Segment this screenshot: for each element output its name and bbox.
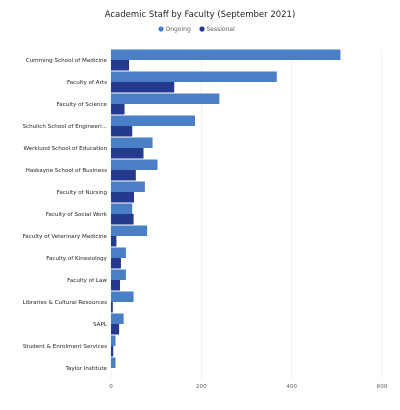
category-label: Faculty of Nursing bbox=[57, 190, 108, 196]
category-label: Taylor Institute bbox=[64, 366, 107, 372]
category-label: Faculty of Kinesiology bbox=[46, 256, 107, 262]
bar-ongoing[interactable] bbox=[111, 269, 126, 281]
bar-sessional[interactable] bbox=[111, 126, 133, 137]
category-label: Faculty of Science bbox=[57, 102, 108, 108]
bar-ongoing[interactable] bbox=[111, 49, 341, 61]
bar-ongoing[interactable] bbox=[111, 313, 124, 325]
bar-sessional[interactable] bbox=[111, 148, 144, 159]
category-label: SAPL bbox=[93, 322, 108, 328]
x-axis-ticks: 0 200 400 600 bbox=[109, 384, 388, 390]
bar-sessional[interactable] bbox=[111, 104, 125, 115]
chart-title: Academic Staff by Faculty (September 202… bbox=[105, 10, 296, 20]
category-label: Schulich School of Engineeri... bbox=[22, 124, 107, 130]
bar-sessional[interactable] bbox=[111, 236, 117, 247]
bar-ongoing[interactable] bbox=[111, 357, 116, 369]
bar-ongoing[interactable] bbox=[111, 71, 277, 83]
bar-ongoing[interactable] bbox=[111, 137, 153, 149]
bar-ongoing[interactable] bbox=[111, 291, 134, 303]
legend-label-sessional: Sessional bbox=[207, 26, 236, 33]
category-labels: Cumming School of Medicine Faculty of Art… bbox=[22, 58, 107, 372]
legend: Ongoing Sessional bbox=[158, 26, 235, 33]
bars bbox=[111, 49, 341, 369]
bar-sessional[interactable] bbox=[111, 302, 113, 313]
bar-ongoing[interactable] bbox=[111, 115, 196, 127]
bar-sessional[interactable] bbox=[111, 60, 130, 71]
category-label: Faculty of Social Work bbox=[46, 212, 108, 218]
bar-ongoing[interactable] bbox=[111, 225, 148, 237]
category-label: Haskayne School of Business bbox=[26, 168, 107, 174]
bar-ongoing[interactable] bbox=[111, 159, 158, 171]
legend-label-ongoing: Ongoing bbox=[166, 26, 191, 33]
bar-sessional[interactable] bbox=[111, 258, 121, 269]
x-tick-label: 0 bbox=[109, 384, 113, 390]
category-label: Faculty of Law bbox=[67, 278, 107, 284]
bar-sessional[interactable] bbox=[111, 346, 114, 357]
bar-ongoing[interactable] bbox=[111, 335, 116, 347]
category-label: Werklund School of Education bbox=[23, 146, 107, 152]
bar-sessional[interactable] bbox=[111, 170, 136, 181]
bar-ongoing[interactable] bbox=[111, 93, 220, 105]
x-tick-label: 400 bbox=[286, 384, 297, 390]
bar-sessional[interactable] bbox=[111, 280, 121, 291]
bar-sessional[interactable] bbox=[111, 214, 134, 225]
bar-sessional[interactable] bbox=[111, 192, 135, 203]
legend-marker-sessional bbox=[199, 26, 205, 32]
category-label: Student & Enrolment Services bbox=[23, 344, 107, 350]
bar-sessional[interactable] bbox=[111, 324, 120, 335]
category-label: Cumming School of Medicine bbox=[26, 58, 108, 64]
bar-sessional[interactable] bbox=[111, 82, 175, 93]
x-tick-label: 200 bbox=[196, 384, 207, 390]
bar-ongoing[interactable] bbox=[111, 181, 145, 193]
category-label: Faculty of Arts bbox=[67, 80, 107, 86]
bar-ongoing[interactable] bbox=[111, 247, 126, 259]
category-label: Faculty of Veterinary Medicine bbox=[23, 234, 108, 240]
category-label: Libraries & Cultural Resources bbox=[23, 300, 108, 306]
legend-marker-ongoing bbox=[158, 26, 164, 32]
x-tick-label: 600 bbox=[377, 384, 388, 390]
bar-ongoing[interactable] bbox=[111, 203, 133, 215]
